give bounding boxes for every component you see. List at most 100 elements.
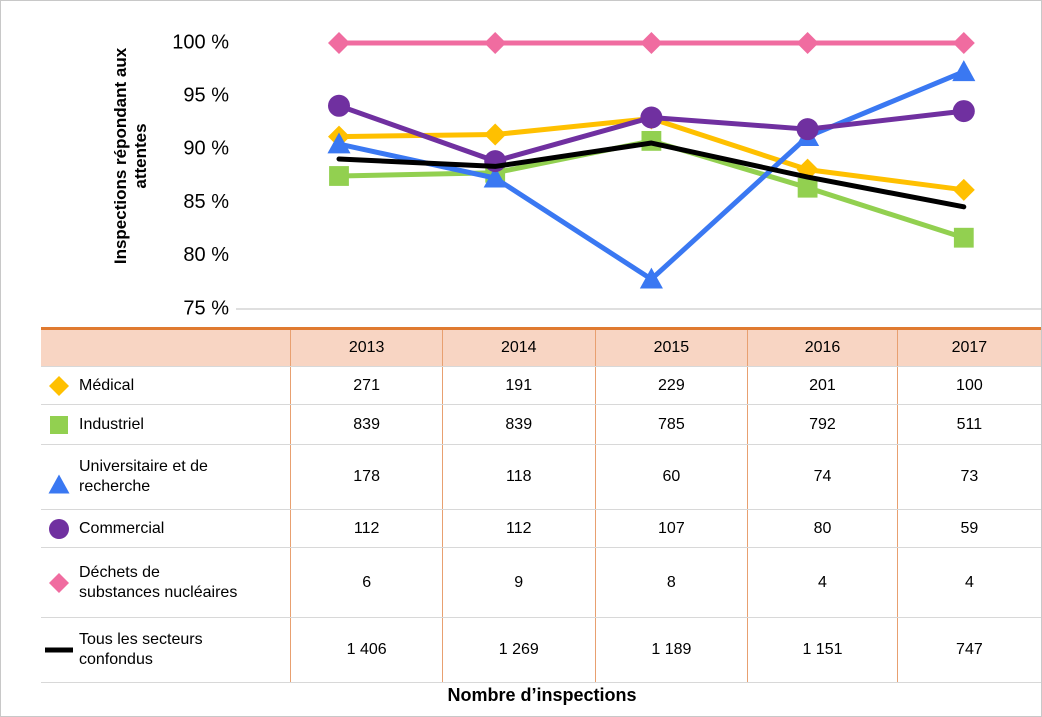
marker (640, 106, 663, 129)
marker (50, 415, 68, 434)
data-row: Médical 271 191 229 201 100 (41, 366, 1041, 405)
row-label-cell: Industriel (41, 404, 291, 445)
marker (48, 474, 70, 494)
count-cell: 839 (441, 404, 596, 445)
legend-entry: Industriel (41, 413, 290, 437)
count-cell: 73 (896, 444, 1041, 510)
marker (797, 177, 818, 198)
header-row: 2013 2014 2015 2016 2017 (41, 327, 1041, 367)
marker (483, 166, 507, 188)
marker (49, 518, 69, 539)
marker (796, 32, 819, 54)
count-cell: 747 (896, 617, 1041, 683)
data-row: Industriel 839 839 785 792 511 (41, 404, 1041, 445)
corner-cell (41, 327, 291, 367)
legend-label: Industriel (79, 415, 144, 433)
row-label-cell: Universitaire et de recherche (41, 444, 291, 510)
table-title: Nombre d’inspections (447, 685, 637, 705)
count-cell: 59 (896, 509, 1041, 548)
legend-entry: Universitaire et de recherche (41, 457, 290, 497)
count-cell: 8 (594, 547, 748, 618)
header-cell: 2014 (441, 327, 596, 367)
row-label-cell: Déchets de substances nucléaires (41, 547, 291, 618)
count-cell: 100 (896, 366, 1041, 405)
legend-line (45, 647, 73, 653)
legend-icon (49, 375, 69, 396)
y-tick-label: 85 % (183, 191, 229, 213)
count-cell: 112 (290, 509, 443, 548)
count-cell: 792 (747, 404, 898, 445)
count-cell: 201 (747, 366, 898, 405)
marker (328, 32, 350, 54)
marker (484, 123, 507, 146)
legend-entry: Tous les secteurs confondus (41, 630, 290, 670)
data-table: 2013 2014 2015 2016 2017 Médical 271 191 229 201 1… (41, 327, 1041, 683)
count-cell: 1 189 (594, 617, 748, 683)
count-cell: 271 (290, 366, 443, 405)
y-tick-label: 90 % (183, 138, 229, 160)
legend-icon (49, 572, 69, 593)
header-cell: 2017 (896, 327, 1041, 367)
marker (328, 94, 350, 117)
count-cell: 112 (441, 509, 596, 548)
marker (329, 166, 349, 186)
count-cell: 178 (290, 444, 443, 510)
count-cell: 107 (594, 509, 748, 548)
count-cell: 839 (290, 404, 443, 445)
marker (952, 60, 976, 82)
marker (953, 227, 974, 248)
marker (639, 267, 663, 289)
marker (952, 32, 975, 54)
legend-entry: Médical (41, 374, 290, 398)
data-row: Commercial 112 112 107 80 59 (41, 509, 1041, 548)
legend-label: Déchets de substances nucléaires (79, 563, 238, 601)
count-cell: 118 (441, 444, 596, 510)
legend-icon (50, 415, 68, 434)
count-cell: 785 (594, 404, 748, 445)
marker (640, 32, 663, 54)
marker (327, 132, 351, 154)
count-cell: 60 (594, 444, 748, 510)
count-cell: 1 269 (441, 617, 596, 683)
y-tick-label: 95 % (183, 84, 229, 106)
count-cell: 1 406 (290, 617, 443, 683)
row-label-cell: Commercial (41, 509, 291, 548)
y-tick-label: 80 % (183, 244, 229, 266)
legend-label: Commercial (79, 519, 165, 537)
count-cell: 74 (747, 444, 898, 510)
data-row: Universitaire et de recherche 178 118 60 74 7… (41, 444, 1041, 510)
marker (796, 118, 819, 141)
data-row: Tous les secteurs confondus 1 406 1 269 1 1… (41, 617, 1041, 683)
legend-entry: Commercial (41, 517, 290, 541)
count-cell: 4 (747, 547, 898, 618)
legend-entry: Déchets de substances nucléaires (41, 563, 290, 603)
data-row: Déchets de substances nucléaires 6 9 8 4 4 (41, 547, 1041, 618)
marker (484, 32, 507, 54)
marker (952, 178, 975, 201)
count-cell: 1 151 (747, 617, 898, 683)
count-cell: 229 (594, 366, 748, 405)
count-cell: 9 (441, 547, 596, 618)
count-cell: 6 (290, 547, 443, 618)
header-cell: 2013 (290, 327, 443, 367)
row-label-cell: Médical (41, 366, 291, 405)
legend-label: Tous les secteurs confondus (79, 631, 203, 668)
count-cell: 191 (441, 366, 596, 405)
legend-label: Médical (79, 376, 135, 394)
legend-icon (49, 518, 69, 539)
y-tick-label: 75 % (183, 297, 229, 319)
y-axis-label: Inspections répondant aux attentes (111, 47, 150, 265)
count-cell: 511 (896, 404, 1041, 445)
row-label-cell: Tous les secteurs confondus (41, 617, 291, 683)
header-cell: 2015 (594, 327, 748, 367)
marker (49, 572, 69, 593)
header-cell: 2016 (747, 327, 898, 367)
count-cell: 80 (747, 509, 898, 548)
legend-label: Universitaire et de recherche (79, 458, 208, 495)
marker (952, 100, 975, 123)
legend-icon (45, 647, 73, 653)
legend-icon (48, 474, 70, 494)
series-line (336, 140, 967, 210)
